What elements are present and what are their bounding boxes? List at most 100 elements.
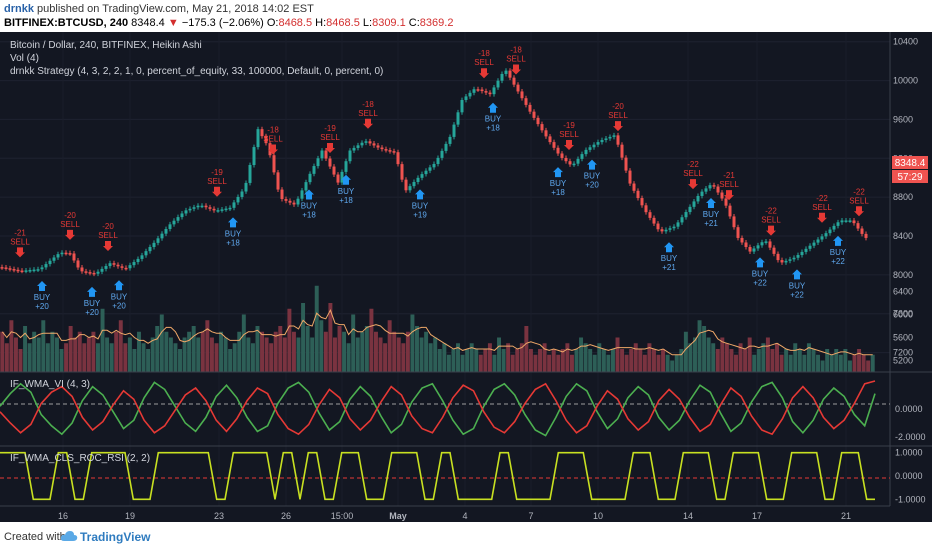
volume-bar — [0, 331, 5, 372]
volume-bar — [205, 320, 210, 372]
candle-body — [792, 257, 796, 260]
volume-bar — [679, 349, 684, 372]
candle-body — [444, 143, 448, 151]
countdown-tag-text: 57:29 — [897, 172, 922, 183]
sell-signal-qty: -18 — [267, 125, 279, 134]
volume-bar — [319, 320, 324, 372]
change-arrow: ▼ — [167, 17, 179, 29]
price-tick-label: 7200 — [893, 348, 913, 358]
volume-bar — [497, 337, 502, 372]
volume-bar — [465, 349, 470, 372]
candle-body — [468, 92, 472, 97]
volume-bar — [706, 337, 711, 372]
change-value: −175.3 (−2.06%) — [181, 17, 264, 29]
vi-pane-title[interactable]: IF_WMA_VI (4, 3) — [10, 379, 90, 390]
candle-body — [216, 210, 220, 212]
candle-body — [108, 263, 112, 267]
candle-body — [40, 267, 44, 270]
volume-bar — [743, 349, 748, 372]
sell-arrow-icon — [15, 247, 25, 258]
time-tick-label: 15:00 — [331, 511, 354, 521]
volume-bar — [560, 349, 565, 372]
candle-body — [252, 147, 256, 166]
tradingview-logo-text[interactable]: TradingView — [80, 530, 151, 544]
candle-body — [376, 145, 380, 148]
last-price-tag: 8348.4 — [892, 156, 928, 169]
time-axis-labels[interactable]: 16 19 23 26 15:00 May 4 7 10 14 17 21 — [58, 511, 851, 521]
author-link[interactable]: drnkk — [4, 3, 34, 15]
legend-line-1[interactable]: Bitcoin / Dollar, 240, BITFINEX, Heikin … — [10, 40, 202, 51]
candle-body — [624, 157, 628, 171]
sell-signal-label: SELL — [812, 203, 832, 212]
candle-body — [388, 150, 392, 152]
volume-bar — [483, 349, 488, 372]
buy-arrow-icon — [755, 257, 765, 268]
volume-bar — [305, 326, 310, 372]
candle-body — [260, 129, 264, 137]
candle-body — [684, 212, 688, 218]
volume-tick-label: 6000 — [893, 310, 913, 320]
volume-bar — [360, 331, 365, 372]
volume-bar — [843, 349, 848, 372]
legend-line-3[interactable]: drnkk Strategy (4, 3, 2, 2, 1, 0, percen… — [10, 66, 383, 77]
candle-body — [196, 205, 200, 208]
volume-bar — [241, 314, 246, 372]
created-with-text: Created with — [4, 531, 66, 543]
volume-bar — [629, 349, 634, 372]
rsi-pane-title[interactable]: IF_WMA_CLS_ROC_RSI (2, 2) — [10, 453, 150, 464]
sell-signal-label: SELL — [849, 196, 869, 205]
volume-bar — [738, 343, 743, 372]
volume-bar — [100, 308, 105, 372]
sell-signal-qty: -22 — [816, 194, 828, 203]
candle-body — [136, 258, 140, 263]
price-tick-label: 7600 — [893, 309, 913, 319]
volume-bar — [219, 331, 224, 372]
vi-tick-label: 0.0000 — [895, 404, 923, 414]
candle-body — [80, 267, 84, 272]
sell-signal-qty: -19 — [324, 124, 336, 133]
buy-signal-qty: +18 — [486, 124, 500, 133]
candle-body — [864, 233, 868, 238]
volume-bar — [419, 337, 424, 372]
candle-body — [272, 155, 276, 173]
volume-bar — [770, 349, 775, 372]
chart-area[interactable]: -21 SELL BUY +20 -20 SELL -20 SELL BUY +20 BUY +20-… — [0, 32, 932, 522]
volume-bar — [670, 360, 675, 372]
candle-body — [592, 144, 596, 148]
candle-body — [752, 248, 756, 252]
candle-body — [240, 191, 244, 197]
candle-body — [732, 216, 736, 228]
legend-line-2[interactable]: Vol (4) — [10, 53, 39, 64]
volume-bar — [816, 354, 821, 372]
volume-bar — [734, 354, 738, 372]
candle-body — [264, 136, 268, 144]
volume-bar — [861, 354, 866, 372]
candle-body — [516, 84, 520, 92]
sell-signal-label: SELL — [263, 134, 283, 143]
candle-body — [52, 257, 56, 261]
sell-signal-qty: -21 — [723, 171, 735, 180]
volume-bar — [857, 349, 862, 372]
buy-arrow-icon — [228, 217, 238, 228]
candle-body — [512, 77, 516, 85]
candle-body — [400, 164, 404, 180]
volume-bar — [127, 337, 132, 372]
candle-body — [664, 229, 668, 232]
volume-bar — [615, 337, 620, 372]
buy-arrow-icon — [833, 235, 843, 246]
candle-body — [712, 185, 716, 187]
sell-arrow-icon — [613, 121, 623, 132]
volume-bar — [296, 337, 301, 372]
candle-body — [776, 253, 780, 261]
candle-body — [696, 195, 700, 202]
candle-body — [476, 89, 480, 91]
candle-body — [152, 242, 156, 248]
volume-bar — [606, 354, 611, 372]
volume-bar — [597, 343, 602, 372]
buy-arrow-icon — [792, 269, 802, 280]
time-tick-label: 10 — [593, 511, 603, 521]
volume-bar — [415, 326, 419, 372]
volume-bar — [291, 331, 296, 372]
